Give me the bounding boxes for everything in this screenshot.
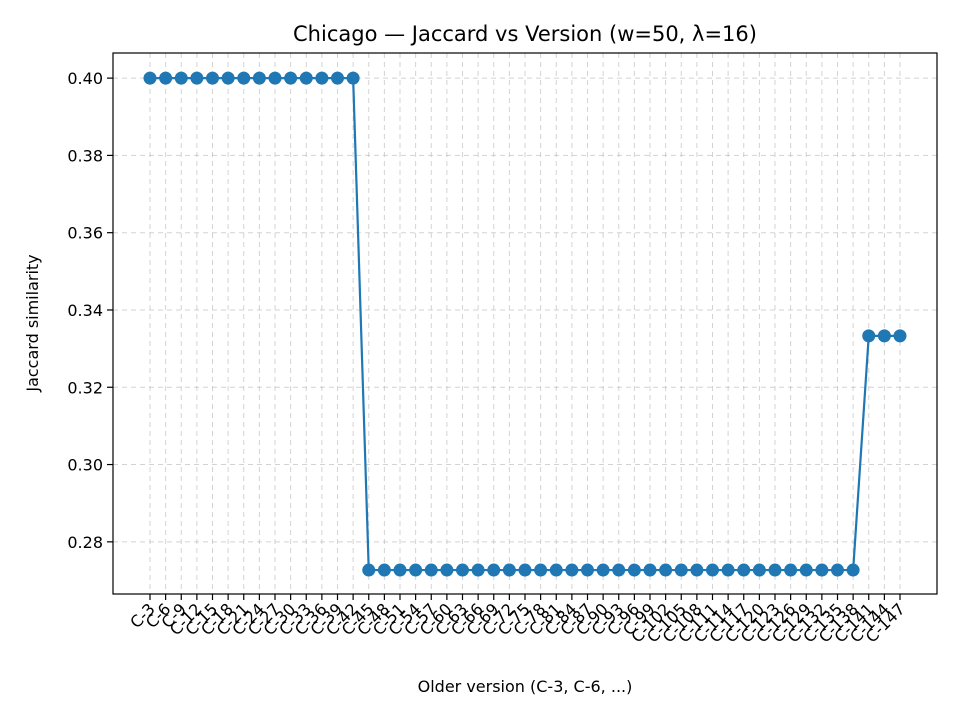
data-point xyxy=(174,71,188,85)
data-point xyxy=(268,71,282,85)
data-point xyxy=(502,563,516,577)
data-point xyxy=(409,563,423,577)
data-point xyxy=(518,563,532,577)
data-point xyxy=(159,71,173,85)
y-tick-label: 0.40 xyxy=(67,69,103,88)
data-point xyxy=(440,563,454,577)
data-point xyxy=(565,563,579,577)
data-point xyxy=(299,71,313,85)
data-point xyxy=(737,563,751,577)
data-point xyxy=(190,71,204,85)
data-point xyxy=(799,563,813,577)
data-point xyxy=(534,563,548,577)
data-point xyxy=(315,71,329,85)
y-axis: 0.28 0.30 0.32 0.34 0.36 0.38 0.40 xyxy=(67,69,113,552)
data-point xyxy=(784,563,798,577)
data-point xyxy=(252,71,266,85)
data-point xyxy=(674,563,688,577)
data-point xyxy=(237,71,251,85)
y-tick-label: 0.38 xyxy=(67,146,103,165)
data-point xyxy=(424,563,438,577)
data-point xyxy=(596,563,610,577)
data-point xyxy=(846,563,860,577)
y-tick-label: 0.28 xyxy=(67,533,103,552)
data-point xyxy=(284,71,298,85)
data-point xyxy=(362,563,376,577)
data-point xyxy=(331,71,344,85)
data-point xyxy=(487,563,501,577)
data-point xyxy=(346,71,360,85)
data-point xyxy=(893,329,907,343)
data-point xyxy=(581,563,594,577)
data-point xyxy=(549,563,563,577)
y-tick-label: 0.30 xyxy=(67,456,103,475)
data-point xyxy=(206,71,219,85)
x-axis-label: Older version (C-3, C-6, ...) xyxy=(418,677,633,696)
data-point xyxy=(471,563,485,577)
data-point xyxy=(659,563,673,577)
data-point xyxy=(877,329,891,343)
data-point xyxy=(612,563,626,577)
y-tick-label: 0.32 xyxy=(67,378,103,397)
x-axis: C-3C-6C-9C-12C-15C-18C-21C-24C-27C-30C-3… xyxy=(126,594,909,646)
chart-title: Chicago — Jaccard vs Version (w=50, λ=16… xyxy=(293,22,757,46)
data-point xyxy=(690,563,704,577)
data-point xyxy=(643,563,657,577)
y-tick-label: 0.36 xyxy=(67,224,103,243)
grid-layer xyxy=(113,53,937,594)
y-tick-label: 0.34 xyxy=(67,301,103,320)
data-point xyxy=(768,563,782,577)
data-point xyxy=(456,563,469,577)
plot-frame xyxy=(112,52,938,595)
data-point xyxy=(393,563,407,577)
data-points xyxy=(143,71,907,577)
data-point xyxy=(815,563,829,577)
data-point xyxy=(862,329,876,343)
data-point xyxy=(627,563,641,577)
y-axis-label: Jaccard similarity xyxy=(23,254,42,392)
data-point xyxy=(721,563,735,577)
data-point xyxy=(143,71,157,85)
data-point xyxy=(831,563,844,577)
data-point xyxy=(752,563,766,577)
data-point xyxy=(221,71,235,85)
data-point xyxy=(706,563,719,577)
data-point xyxy=(377,563,391,577)
